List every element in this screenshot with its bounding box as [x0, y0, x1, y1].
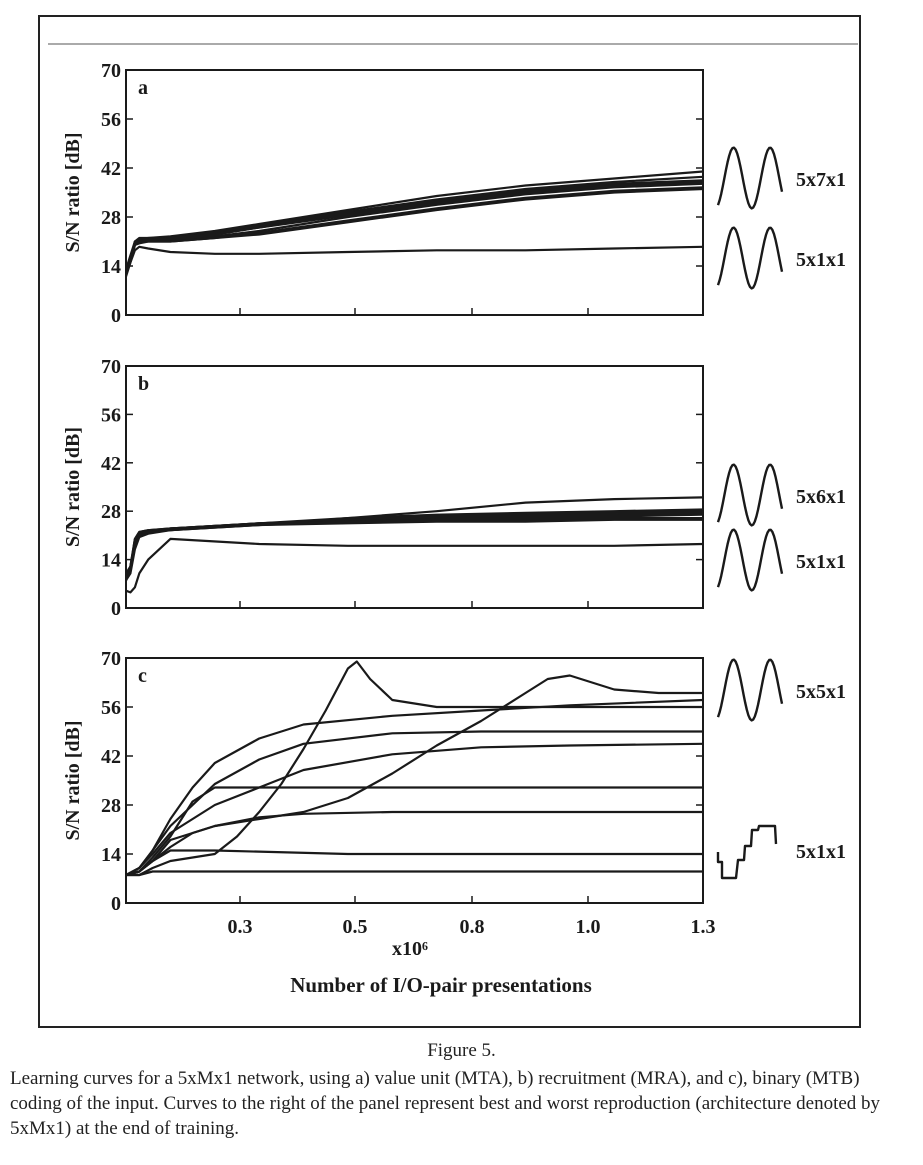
x-tick-label: 1.3 [691, 916, 716, 938]
plot-frame [125, 657, 704, 904]
series-line [124, 513, 704, 581]
series-line [126, 870, 703, 877]
y-tick-label: 28 [101, 501, 121, 523]
waveform-glyph [716, 463, 784, 527]
plot-frame [125, 69, 704, 316]
y-tick-label: 56 [101, 404, 121, 426]
y-tick-label: 0 [111, 893, 121, 915]
waveform-glyph [716, 824, 778, 880]
figure-frame [38, 15, 861, 1028]
y-tick-label: 70 [101, 356, 121, 378]
y-tick-label: 42 [101, 453, 121, 475]
figure-caption-body: Learning curves for a 5xMx1 network, usi… [10, 1068, 881, 1139]
y-tick-label: 14 [101, 550, 121, 572]
series-line [124, 245, 704, 274]
y-axis-label: S/N ratio [dB] [62, 133, 84, 253]
y-axis-label: S/N ratio [dB] [62, 427, 84, 547]
y-tick-label: 28 [101, 795, 121, 817]
y-tick-label: 70 [101, 648, 121, 670]
series-line [125, 518, 703, 581]
series-line [125, 742, 704, 876]
series-line [124, 175, 704, 270]
y-axis-label: S/N ratio [dB] [62, 721, 84, 841]
chart-panel-b: 0 14 28 42 56 70 S/N ratio [dB] b 5x6x1 5x1x1 [62, 356, 846, 620]
y-tick-label: 70 [101, 60, 121, 82]
waveform-glyph [716, 146, 784, 210]
y-tick-label: 42 [101, 158, 121, 180]
series-line [124, 182, 704, 277]
y-tick-label: 56 [101, 109, 121, 131]
y-tick-label: 14 [101, 844, 121, 866]
x-tick-label: 0.3 [228, 916, 253, 938]
waveform-glyph [716, 226, 784, 290]
y-tick-label: 28 [101, 207, 121, 229]
chart-panel-a: 0 14 28 42 56 70 S/N ratio [dB] a 5x7x1 5x1x1 [62, 60, 846, 327]
figure-caption-title: Figure 5. [427, 1040, 496, 1061]
waveform-glyph [716, 528, 784, 592]
x-axis-label: Number of I/O-pair presentations [290, 973, 592, 997]
x-tick-label: 0.5 [343, 916, 368, 938]
architecture-label: 5x6x1 [796, 486, 846, 508]
chart-panel-c: 0 14 28 42 56 70 S/N ratio [dB] c 5x5x1 5x1x1 [62, 648, 846, 915]
series-line [125, 810, 703, 877]
architecture-label: 5x5x1 [796, 681, 846, 703]
architecture-label: 5x1x1 [796, 249, 846, 271]
plot-frame [125, 365, 704, 609]
architecture-label: 5x1x1 [796, 841, 846, 863]
y-tick-label: 56 [101, 697, 121, 719]
series-line [126, 660, 703, 877]
panel-label: b [138, 373, 149, 395]
series-line [125, 674, 703, 877]
series-line [125, 730, 703, 876]
panel-label: a [138, 77, 148, 99]
y-tick-label: 14 [101, 256, 121, 278]
series-line [125, 496, 704, 574]
y-tick-label: 0 [111, 598, 121, 620]
x-tick-label: 1.0 [576, 916, 601, 938]
series-line [124, 180, 704, 274]
architecture-label: 5x7x1 [796, 169, 846, 191]
series-line [124, 179, 704, 274]
architecture-label: 5x1x1 [796, 551, 846, 573]
waveform-glyph [716, 658, 784, 722]
panel-label: c [138, 665, 147, 687]
series-line [125, 786, 703, 877]
series-line [125, 849, 703, 877]
x-multiplier-label: x10⁶ [392, 938, 428, 960]
y-tick-label: 42 [101, 746, 121, 768]
learning-curves-figure: 0 14 28 42 56 70 S/N ratio [dB] a 5x7x1 5x1x1 0 14 2… [48, 43, 858, 997]
y-tick-label: 0 [111, 305, 121, 327]
series-line [125, 537, 704, 594]
x-tick-label: 0.8 [460, 916, 485, 938]
